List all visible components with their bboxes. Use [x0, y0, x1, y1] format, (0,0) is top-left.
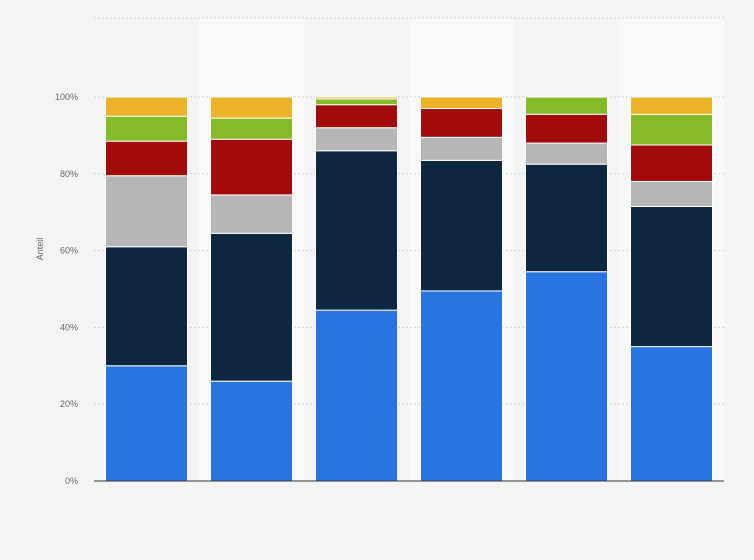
bar-segment [420, 108, 503, 138]
bar-segment [210, 232, 293, 382]
bar-segment [630, 144, 713, 182]
bar-segment [630, 96, 713, 115]
y-axis: 0% 20% 40% 60% 80% 100% [55, 92, 78, 486]
bar-segment [420, 290, 503, 482]
bar-segment [210, 138, 293, 196]
bar-stack [630, 96, 713, 482]
bar-segment [105, 140, 188, 177]
y-axis-title: Anteil [35, 238, 45, 261]
bar-area [105, 96, 713, 482]
bar-segment [210, 380, 293, 482]
bar-segment [315, 309, 398, 482]
bar-segment [630, 346, 713, 482]
bar-stack [315, 96, 398, 482]
bar-segment [210, 194, 293, 234]
bar-segment [630, 180, 713, 207]
column-bands [94, 18, 724, 481]
bar-segment [105, 96, 188, 117]
bar-segment [525, 96, 608, 115]
bar-segment [630, 113, 713, 146]
bar-segment [525, 113, 608, 144]
bar-segment [315, 127, 398, 152]
bar-segment [210, 96, 293, 119]
y-tick-label: 60% [60, 246, 78, 256]
bar-segment [315, 150, 398, 311]
bar-segment [420, 136, 503, 161]
bar-segment [420, 96, 503, 110]
bar-segment [105, 246, 188, 367]
bar-stack [210, 96, 293, 482]
bar-segment [105, 115, 188, 142]
bar-segment [420, 159, 503, 292]
bar-segment [210, 117, 293, 140]
y-tick-label: 0% [65, 476, 78, 486]
y-tick-label: 20% [60, 399, 78, 409]
y-tick-label: 100% [55, 92, 78, 102]
bar-segment [525, 163, 608, 273]
bar-segment [105, 175, 188, 248]
y-tick-label: 80% [60, 169, 78, 179]
bar-segment [630, 205, 713, 348]
bar-segment [315, 98, 398, 106]
bar-segment [315, 96, 398, 100]
gridlines [94, 17, 724, 405]
bar-segment [105, 365, 188, 482]
bar-stack [420, 96, 503, 482]
bar-stack [525, 96, 608, 482]
y-tick-label: 40% [60, 322, 78, 332]
bar-segment [315, 104, 398, 129]
bar-stack [105, 96, 188, 482]
bar-segment [525, 142, 608, 165]
bar-segment [525, 271, 608, 482]
